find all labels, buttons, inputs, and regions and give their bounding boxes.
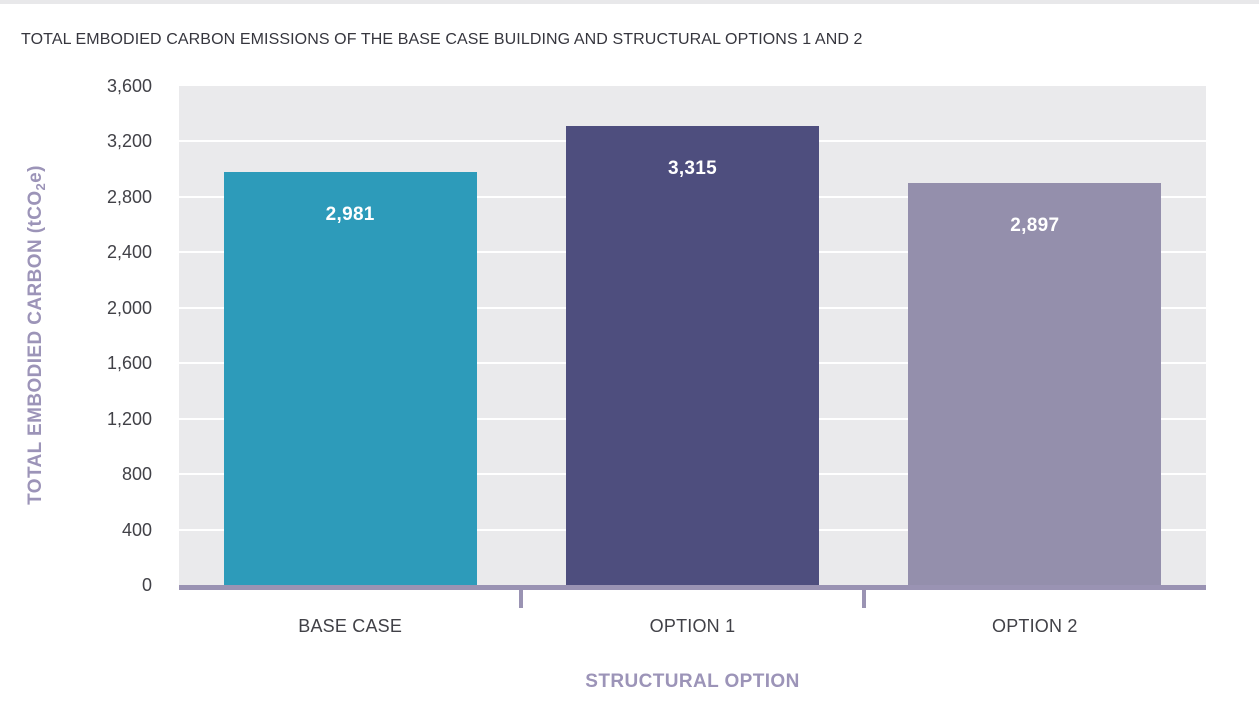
y-axis-title: TOTAL EMBODIED CARBON (tCO2e) <box>25 85 51 585</box>
x-axis-line <box>179 585 1206 590</box>
y-tick-label-2400: 2,400 <box>106 242 152 263</box>
x-category-label-option-2: OPTION 2 <box>992 616 1078 636</box>
chart-title: TOTAL EMBODIED CARBON EMISSIONS OF THE B… <box>21 31 863 48</box>
x-axis-tick-2 <box>861 590 866 608</box>
bar-option-1: 3,315 <box>566 125 819 585</box>
y-axis-title-subscript: 2 <box>33 182 48 191</box>
y-tick-label-3200: 3,200 <box>106 131 152 152</box>
bar-value-label-option-2: 2,897 <box>1010 215 1060 237</box>
bar-value-label-base-case: 2,981 <box>325 203 375 225</box>
y-axis-title-text-end: e) <box>25 165 46 183</box>
y-tick-label-1600: 1,600 <box>106 353 152 374</box>
y-tick-label-1200: 1,200 <box>106 408 152 429</box>
y-tick-label-2800: 2,800 <box>106 186 152 207</box>
y-tick-label-800: 800 <box>121 464 152 485</box>
y-tick-label-3600: 3,600 <box>106 76 152 96</box>
top-border-strip <box>0 0 1259 4</box>
y-axis-title-text: TOTAL EMBODIED CARBON (tCO <box>25 190 46 505</box>
x-axis-tick-1 <box>519 590 524 608</box>
y-tick-label-2000: 2,000 <box>106 297 152 318</box>
x-axis-title: STRUCTURAL OPTION <box>585 671 800 692</box>
y-tick-label-0: 0 <box>141 575 152 595</box>
bar-base-case: 2,981 <box>223 171 477 585</box>
x-category-label-base-case: BASE CASE <box>298 616 403 636</box>
bar-value-label-option-1: 3,315 <box>667 157 718 179</box>
x-category-label-option-1: OPTION 1 <box>649 616 736 636</box>
plot-area: 2,981 3,315 2,897 <box>179 86 1206 585</box>
bar-option-2: 2,897 <box>908 183 1162 585</box>
y-tick-label-400: 400 <box>121 519 152 540</box>
